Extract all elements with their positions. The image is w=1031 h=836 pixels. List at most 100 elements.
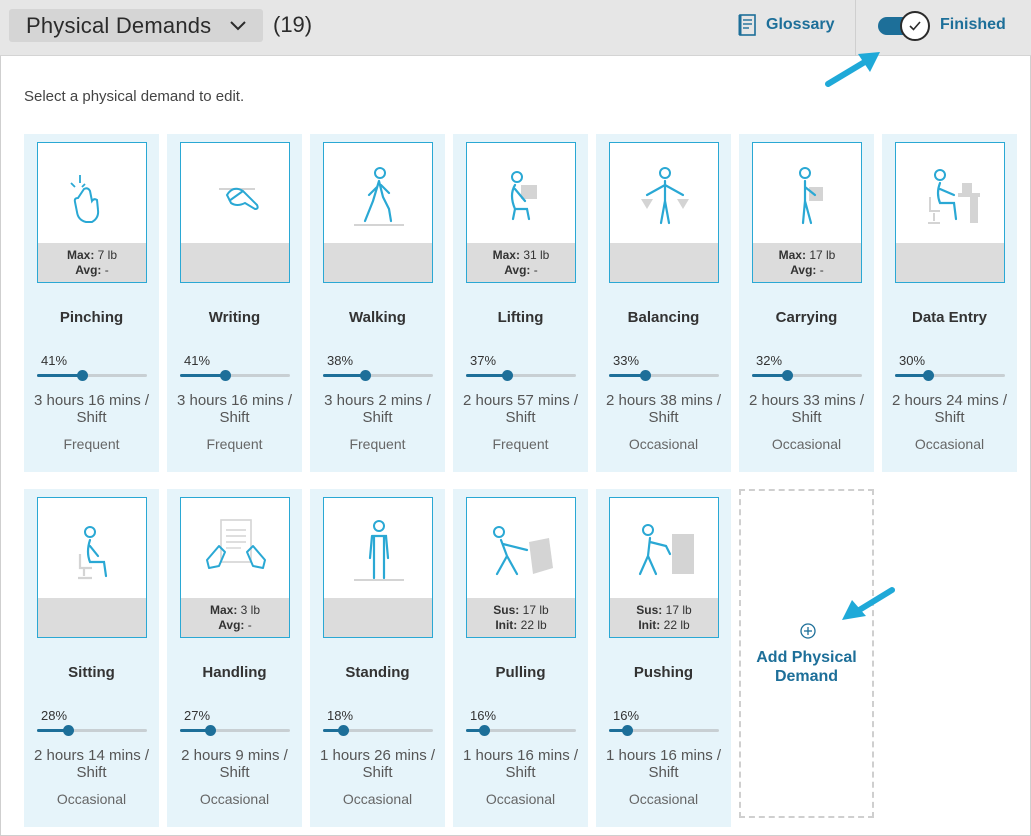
page-title: Physical Demands (26, 12, 212, 38)
demand-image: Max: 17 lb Avg: - (752, 142, 862, 283)
demand-name: Handling (202, 664, 267, 681)
demand-image (180, 142, 290, 283)
percent-label: 32% (756, 353, 783, 368)
percent-label: 38% (327, 353, 354, 368)
percent-bar (895, 370, 1005, 381)
demand-name: Pulling (495, 664, 546, 681)
percent-label: 28% (41, 708, 68, 723)
header-divider (855, 0, 856, 56)
metrics-band (324, 243, 432, 282)
plus-circle-icon (800, 623, 816, 639)
metric-primary: Sus: 17 lb (636, 603, 692, 617)
percent-bar-fill (323, 729, 343, 732)
demand-card-standing[interactable]: Standing 18% 1 hours 26 mins / Shift Occ… (310, 489, 445, 827)
add-physical-demand-label: Add Physical Demand (756, 649, 857, 685)
demand-image (323, 497, 433, 638)
demand-card-lifting[interactable]: Max: 31 lb Avg: - Lifting 37% 2 hours 57… (453, 134, 588, 472)
frequency-text: Occasional (342, 791, 413, 807)
metric-secondary: Avg: - (75, 263, 109, 277)
demand-card-pushing[interactable]: Sus: 17 lb Init: 22 lb Pushing 16% 1 hou… (596, 489, 731, 827)
percent-bar-fill (180, 729, 210, 732)
glossary-button[interactable]: Glossary (738, 13, 834, 37)
metrics-band (324, 598, 432, 637)
demand-card-pulling[interactable]: Sus: 17 lb Init: 22 lb Pulling 16% 1 hou… (453, 489, 588, 827)
demand-card-balancing[interactable]: Balancing 33% 2 hours 38 mins / Shift Oc… (596, 134, 731, 472)
demand-card-walking[interactable]: Walking 38% 3 hours 2 mins / Shift Frequ… (310, 134, 445, 472)
percent-bar-fill (323, 374, 365, 377)
glossary-icon (738, 14, 756, 36)
metrics-band: Max: 17 lb Avg: - (753, 243, 861, 282)
frequency-text: Occasional (914, 436, 985, 452)
percent-bar (323, 370, 433, 381)
demand-name: Balancing (627, 309, 700, 326)
frequency-text: Occasional (628, 791, 699, 807)
demand-card-carrying[interactable]: Max: 17 lb Avg: - Carrying 32% 2 hours 3… (739, 134, 874, 472)
percent-bar-fill (37, 374, 83, 377)
glossary-label: Glossary (766, 16, 835, 33)
duration-text: 3 hours 16 mins / Shift (33, 392, 150, 426)
percent-bar (466, 370, 576, 381)
percent-bar-marker (782, 370, 794, 381)
percent-label: 27% (184, 708, 211, 723)
standing-person-icon (354, 520, 404, 581)
percent-bar (609, 370, 719, 381)
metrics-band: Max: 31 lb Avg: - (467, 243, 575, 282)
frequency-text: Frequent (492, 436, 549, 452)
lifting-person-icon (510, 171, 537, 221)
demand-name: Standing (345, 664, 410, 681)
chevron-down-icon (230, 21, 246, 31)
metric-secondary: Init: 22 lb (495, 618, 547, 632)
percent-label: 16% (613, 708, 640, 723)
percent-bar (37, 370, 147, 381)
title-dropdown[interactable]: Physical Demands (9, 9, 263, 42)
demand-card-data-entry[interactable]: Data Entry 30% 2 hours 24 mins / Shift O… (882, 134, 1017, 472)
duration-text: 2 hours 38 mins / Shift (605, 392, 722, 426)
annotation-arrow-icon (842, 587, 895, 620)
demand-image: Sus: 17 lb Init: 22 lb (466, 497, 576, 638)
percent-label: 33% (613, 353, 640, 368)
metric-secondary: Avg: - (504, 263, 538, 277)
percent-bar-fill (37, 729, 68, 732)
demand-card-pinching[interactable]: Max: 7 lb Avg: - Pinching 41% 3 hours 16… (24, 134, 159, 472)
percent-bar-marker (621, 725, 633, 736)
demand-card-writing[interactable]: Writing 41% 3 hours 16 mins / Shift Freq… (167, 134, 302, 472)
frequency-text: Occasional (56, 791, 127, 807)
metrics-band: Max: 3 lb Avg: - (181, 598, 289, 637)
percent-label: 16% (470, 708, 497, 723)
metrics-band (610, 243, 718, 282)
frequency-text: Occasional (485, 791, 556, 807)
demand-name: Pinching (59, 309, 124, 326)
demand-image (895, 142, 1005, 283)
percent-bar-fill (466, 374, 507, 377)
duration-text: 3 hours 2 mins / Shift (324, 392, 431, 426)
percent-bar-marker (204, 725, 216, 736)
percent-bar-marker (220, 370, 232, 381)
pushing-person-icon (638, 524, 694, 576)
metric-primary: Max: 3 lb (209, 603, 261, 617)
percent-bar-marker (337, 725, 349, 736)
instruction-text: Select a physical demand to edit. (24, 88, 245, 105)
demand-image (37, 497, 147, 638)
duration-text: 1 hours 26 mins / Shift (319, 747, 436, 781)
metrics-band (38, 598, 146, 637)
percent-bar-marker (478, 725, 490, 736)
handling-hands-icon (206, 519, 266, 569)
percent-bar (180, 725, 290, 736)
demand-card-sitting[interactable]: Sitting 28% 2 hours 14 mins / Shift Occa… (24, 489, 159, 827)
percent-bar-fill (752, 374, 788, 377)
demand-card-handling[interactable]: Max: 3 lb Avg: - Handling 27% 2 hours 9 … (167, 489, 302, 827)
demand-image: Sus: 17 lb Init: 22 lb (609, 497, 719, 638)
percent-bar (466, 725, 576, 736)
percent-bar-fill (180, 374, 226, 377)
finished-label: Finished (940, 16, 1006, 33)
percent-bar (37, 725, 147, 736)
demand-name: Walking (349, 309, 406, 326)
percent-bar-marker (359, 370, 371, 381)
percent-label: 37% (470, 353, 497, 368)
finished-toggle[interactable] (878, 11, 930, 41)
frequency-text: Occasional (771, 436, 842, 452)
add-physical-demand-button[interactable]: Add Physical Demand (739, 489, 874, 818)
sitting-person-icon (78, 526, 108, 580)
duration-text: 2 hours 9 mins / Shift (181, 747, 288, 781)
percent-label: 41% (41, 353, 68, 368)
